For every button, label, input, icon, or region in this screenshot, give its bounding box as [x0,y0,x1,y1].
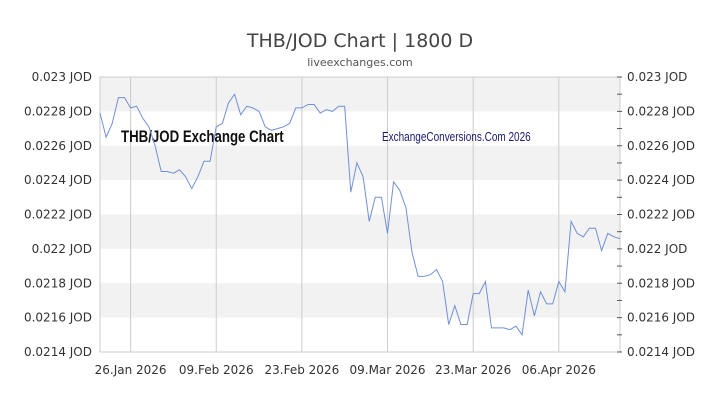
chart-subtitle: liveexchanges.com [307,56,412,69]
grid-band [100,145,620,181]
x-axis-labels: 26.Jan 2026 09.Feb 2026 23.Feb 2026 09.Mar … [95,363,596,377]
x-tick-label: 09.Feb 2026 [179,363,254,377]
y-tick-label-right: 0.023 JOD [627,70,687,84]
grid-band [100,77,620,112]
grid-band [100,214,620,249]
watermark-site: ExchangeConversions.Com 2026 [382,131,531,144]
y-tick-label-right: 0.0222 JOD [627,208,695,222]
series-line [99,93,621,337]
x-tick-label: 23.Mar 2026 [435,363,511,377]
y-tick-label-left: 0.023 JOD [32,70,92,84]
y-axis-labels: 0.023 JOD 0.023 JOD 0.0228 JOD 0.0228 JOD 0.… [24,70,695,359]
y-tick-label-right: 0.022 JOD [627,242,687,256]
y-tick-label-left: 0.0218 JOD [24,276,92,290]
y-tick-label-left: 0.0224 JOD [24,173,92,187]
x-tick-label: 09.Mar 2026 [349,363,425,377]
y-tick-label-left: 0.0214 JOD [24,345,92,359]
vertical-gridlines [130,77,560,352]
x-tick-label: 06.Apr 2026 [522,363,596,377]
y-tick-label-left: 0.022 JOD [32,242,92,256]
watermark-chart-name: THB/JOD Exchange Chart [121,128,284,147]
y-tick-label-right: 0.0226 JOD [627,139,695,153]
y-tick-label-left: 0.0222 JOD [24,208,92,222]
x-tick-label: 23.Feb 2026 [265,363,340,377]
background-bands [100,77,620,318]
y-tick-label-right: 0.0228 JOD [627,104,695,118]
chart-title: THB/JOD Chart | 1800 D [246,30,473,52]
y-tick-label-right: 0.0224 JOD [627,173,695,187]
y-tick-label-left: 0.0228 JOD [24,104,92,118]
y-tick-label-right: 0.0218 JOD [627,276,695,290]
grid-band [100,283,620,318]
y-tick-label-right: 0.0214 JOD [627,345,695,359]
y-tick-label-left: 0.0226 JOD [24,139,92,153]
x-tick-label: 26.Jan 2026 [95,363,167,377]
y-tick-label-right: 0.0216 JOD [627,311,695,325]
y-tick-label-left: 0.0216 JOD [24,311,92,325]
